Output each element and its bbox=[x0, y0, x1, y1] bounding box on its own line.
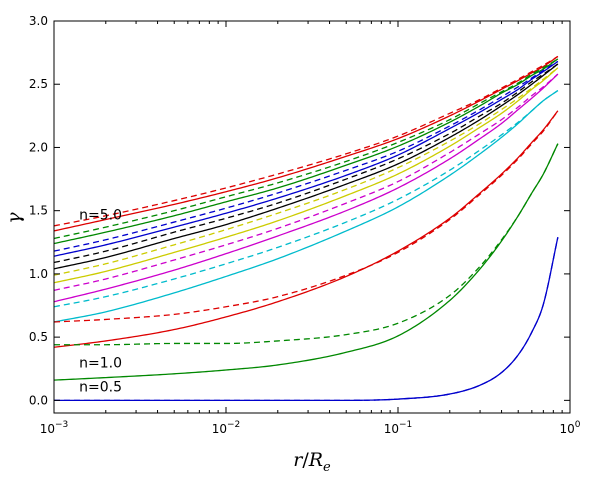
series-line-6 bbox=[53, 60, 559, 252]
x-axis-label: r/Re bbox=[293, 449, 331, 475]
y-tick-label-6: 3.0 bbox=[29, 14, 48, 28]
annotation-3: n=0.5 bbox=[79, 380, 122, 396]
series-line-16 bbox=[53, 110, 559, 323]
series-line-11 bbox=[53, 73, 559, 303]
annotation-2: n=1.0 bbox=[79, 355, 122, 371]
plot-background bbox=[54, 21, 570, 413]
series-line-19 bbox=[54, 237, 559, 401]
series-line-15 bbox=[53, 110, 559, 348]
y-axis-label: γ bbox=[3, 212, 25, 224]
y-tick-label-4: 2.0 bbox=[29, 140, 48, 154]
series-line-14 bbox=[53, 90, 559, 308]
x-axis-label-sub: e bbox=[323, 460, 331, 475]
series-line-7 bbox=[53, 63, 559, 270]
x-tick-label-1: 10−2 bbox=[212, 420, 241, 436]
series-line-5 bbox=[53, 60, 559, 257]
x-axis-label-sep: / bbox=[302, 449, 309, 471]
series-line-2 bbox=[53, 55, 559, 227]
series-line-8 bbox=[53, 63, 559, 264]
annotation-1: n=5.0 bbox=[79, 208, 122, 224]
series-line-10 bbox=[53, 67, 559, 276]
y-tick-label-3: 1.5 bbox=[29, 204, 48, 218]
x-axis-label-base: R bbox=[308, 449, 323, 471]
series-layer bbox=[53, 55, 559, 401]
x-tick-label-2: 10−1 bbox=[384, 420, 413, 436]
x-axis-label-main: r bbox=[293, 449, 304, 471]
series-line-12 bbox=[53, 73, 559, 291]
series-line-18 bbox=[54, 143, 559, 346]
plot-frame bbox=[53, 20, 571, 414]
x-tick-label-3: 100 bbox=[559, 420, 580, 436]
series-line-3 bbox=[53, 58, 559, 245]
series-line-9 bbox=[53, 67, 559, 284]
y-tick-label-2: 1.0 bbox=[29, 267, 48, 281]
series-line-1 bbox=[53, 55, 559, 232]
series-line-13 bbox=[53, 90, 559, 323]
y-tick-label-5: 2.5 bbox=[29, 77, 48, 91]
series-line-4 bbox=[53, 58, 559, 240]
y-tick-label-1: 0.5 bbox=[29, 330, 48, 344]
x-tick-label-0: 10−3 bbox=[40, 420, 69, 436]
annotation-layer: n=5.0 n=1.0 n=0.5 bbox=[79, 208, 122, 396]
ticks-layer: 0.0 0.5 1.0 1.5 2.0 2.5 3.0 10−3 10−2 10−1 100 bbox=[29, 14, 581, 436]
y-tick-label-0: 0.0 bbox=[29, 393, 48, 407]
